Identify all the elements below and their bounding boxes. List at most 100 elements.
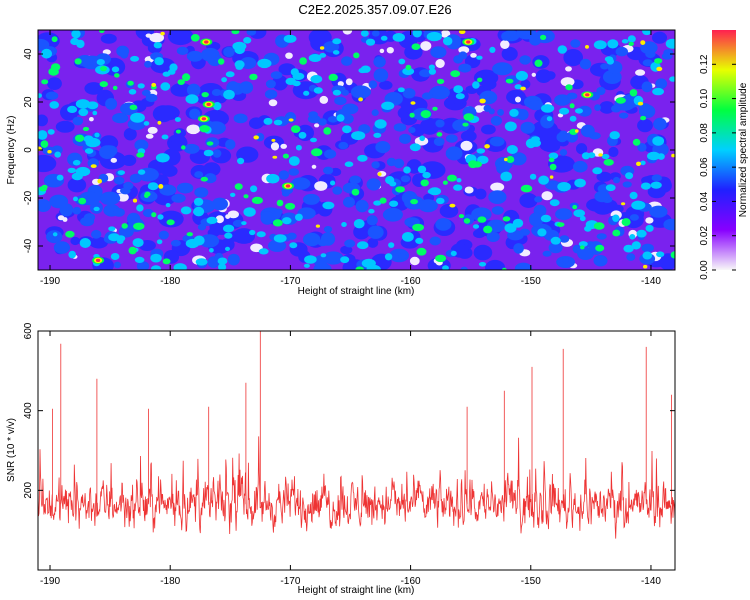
heatmap-cell — [650, 181, 662, 189]
heatmap-cell — [224, 232, 233, 239]
heatmap-cell — [400, 175, 411, 183]
heatmap-cell — [637, 143, 647, 152]
heatmap-peak — [201, 117, 207, 121]
heatmap-cell — [151, 82, 157, 87]
heatmap-cell — [379, 48, 385, 54]
heatmap-cell — [628, 41, 634, 46]
y-tick-label: -40 — [23, 238, 34, 253]
heatmap-cell — [144, 60, 152, 68]
heatmap-cell — [389, 200, 399, 207]
heatmap-cell — [337, 81, 344, 87]
heatmap-cell — [99, 191, 121, 206]
heatmap-cell — [652, 31, 667, 44]
snr-x-label: Height of straight line (km) — [298, 585, 415, 596]
heatmap-cell — [93, 206, 100, 212]
heatmap-cell — [100, 33, 117, 44]
heatmap-cell — [595, 244, 605, 252]
heatmap-cell — [186, 83, 201, 97]
heatmap-cell — [268, 99, 278, 107]
heatmap-cell — [542, 250, 552, 257]
heatmap-cell — [405, 64, 412, 71]
heatmap-cell — [472, 81, 480, 89]
heatmap-cell — [490, 115, 502, 126]
heatmap-cell — [395, 186, 405, 193]
heatmap-cell — [303, 263, 310, 268]
heatmap-cells — [38, 30, 675, 270]
heatmap-cell — [515, 96, 521, 103]
x-tick-label: -160 — [401, 576, 421, 587]
heatmap-cell — [472, 224, 480, 229]
heatmap-peak — [585, 93, 590, 97]
heatmap-cell — [605, 184, 616, 192]
heatmap-cell — [330, 180, 336, 186]
heatmap-cell — [78, 108, 89, 117]
heatmap-cell — [111, 66, 120, 73]
heatmap-cell — [197, 223, 207, 231]
heatmap-cell — [629, 234, 636, 240]
heatmap-cell — [288, 156, 300, 166]
heatmap-cell — [150, 253, 162, 263]
heatmap-cell — [609, 131, 620, 140]
heatmap-cell — [542, 140, 561, 153]
heatmap-cell — [371, 161, 380, 169]
heatmap-cell — [134, 256, 145, 263]
heatmap-cell — [453, 184, 463, 191]
heatmap-cell — [460, 266, 468, 270]
heatmap-cell — [298, 131, 307, 139]
heatmap-cell — [481, 124, 496, 135]
heatmap-cell — [206, 216, 218, 224]
heatmap-cell — [52, 232, 58, 237]
heatmap-cell — [273, 234, 287, 243]
heatmap-cell — [631, 241, 641, 250]
heatmap-cell — [161, 165, 178, 177]
heatmap-cell — [273, 119, 283, 126]
heatmap-cell — [481, 78, 497, 90]
heatmap-cell — [596, 86, 606, 96]
heatmap-cell — [342, 103, 359, 115]
heatmap-cell — [46, 230, 63, 244]
heatmap-cell — [443, 36, 453, 46]
heatmap-cell — [246, 30, 257, 36]
heatmap-cell — [559, 235, 570, 243]
heatmap-cell — [67, 167, 77, 174]
heatmap-cell — [324, 149, 337, 159]
heatmap-cell — [225, 246, 230, 251]
heatmap-cell — [193, 210, 200, 215]
heatmap-cell — [593, 255, 608, 267]
heatmap-cell — [223, 224, 235, 233]
heatmap-cell — [71, 30, 81, 39]
snr-background — [38, 331, 675, 570]
heatmap-cell — [509, 108, 519, 117]
heatmap-cell — [38, 114, 48, 127]
heatmap-cell — [504, 223, 517, 233]
heatmap-cell — [529, 212, 544, 227]
heatmap-cell — [65, 230, 75, 238]
heatmap-cell — [160, 31, 165, 36]
heatmap-cell — [153, 42, 162, 49]
heatmap-cell — [554, 94, 571, 106]
heatmap-cell — [70, 236, 80, 246]
heatmap-cell — [313, 262, 332, 270]
heatmap-cell — [67, 105, 78, 113]
x-tick-label: -170 — [280, 576, 300, 587]
heatmap-cell — [534, 196, 543, 203]
heatmap-cell — [290, 68, 299, 76]
heatmap-cell — [102, 49, 111, 55]
heatmap-cell — [656, 251, 665, 258]
heatmap-cell — [154, 57, 164, 66]
heatmap-cell — [540, 114, 555, 129]
heatmap-cell — [123, 181, 134, 190]
heatmap-cell — [402, 88, 416, 99]
heatmap-cell — [84, 148, 94, 154]
heatmap-cell — [450, 70, 461, 78]
heatmap-cell — [655, 78, 668, 89]
heatmap-cell — [200, 176, 208, 182]
heatmap-cell — [110, 253, 120, 260]
heatmap-cell — [171, 193, 186, 203]
heatmap-cell — [47, 77, 62, 90]
heatmap-cell — [501, 31, 511, 41]
heatmap-cell — [158, 210, 184, 228]
heatmap-cell — [74, 58, 82, 65]
heatmap-cell — [374, 119, 387, 129]
heatmap-cell — [257, 58, 272, 69]
